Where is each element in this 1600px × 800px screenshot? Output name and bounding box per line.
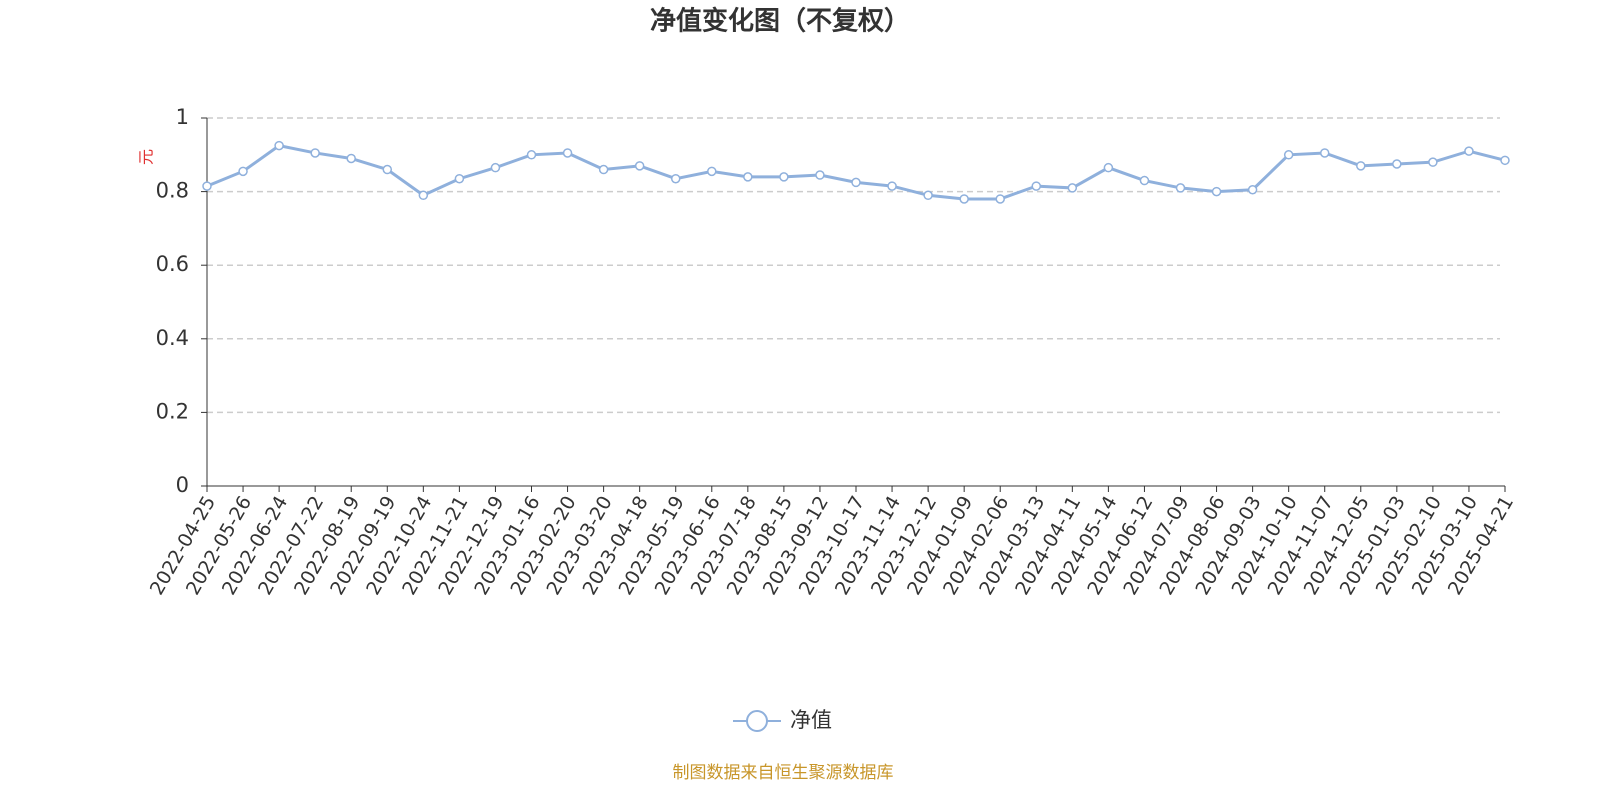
data-point: [743, 172, 753, 182]
data-point: [670, 173, 681, 184]
y-tick-label: 0.8: [156, 179, 189, 203]
data-point: [959, 194, 969, 204]
data-point: [274, 140, 284, 151]
data-point: [418, 190, 429, 201]
data-point: [1464, 146, 1474, 156]
source-note: 制图数据来自恒生聚源数据库: [673, 763, 894, 783]
data-point: [634, 161, 645, 171]
data-point: [1211, 186, 1222, 197]
y-axis-label: 元: [137, 149, 156, 165]
data-point: [923, 190, 933, 201]
y-tick-label: 0: [176, 473, 189, 497]
data-point: [1067, 183, 1078, 193]
data-point: [1319, 148, 1330, 158]
data-point: [1500, 155, 1510, 166]
data-point: [1103, 162, 1114, 173]
data-point: [815, 170, 825, 180]
y-tick-label: 0.6: [156, 252, 189, 276]
data-point: [1428, 157, 1438, 167]
legend-label[interactable]: 净值: [790, 708, 832, 732]
data-point: [202, 181, 212, 191]
data-point: [454, 173, 465, 184]
data-point: [707, 166, 717, 177]
data-point: [1175, 183, 1186, 193]
data-point: [1247, 185, 1258, 195]
legend-marker: [746, 710, 768, 732]
chart-title: 净值变化图（不复权）: [650, 6, 910, 37]
data-point: [1031, 181, 1042, 191]
data-point: [346, 153, 356, 164]
y-tick-label: 0.4: [156, 326, 189, 350]
data-point: [238, 166, 248, 177]
data-point: [779, 172, 789, 182]
data-point: [1356, 161, 1366, 171]
data-point: [1283, 150, 1294, 160]
data-point: [526, 150, 537, 160]
data-point: [562, 148, 573, 158]
data-point: [598, 164, 609, 175]
data-point: [1392, 159, 1402, 169]
y-tick-label: 0.2: [156, 399, 189, 423]
data-point: [851, 177, 861, 188]
y-tick-label: 1: [176, 105, 189, 129]
data-point: [382, 164, 393, 175]
data-point: [995, 194, 1005, 204]
data-point: [1139, 175, 1150, 186]
data-point: [887, 181, 897, 191]
data-point: [490, 162, 501, 173]
data-point: [310, 148, 320, 158]
